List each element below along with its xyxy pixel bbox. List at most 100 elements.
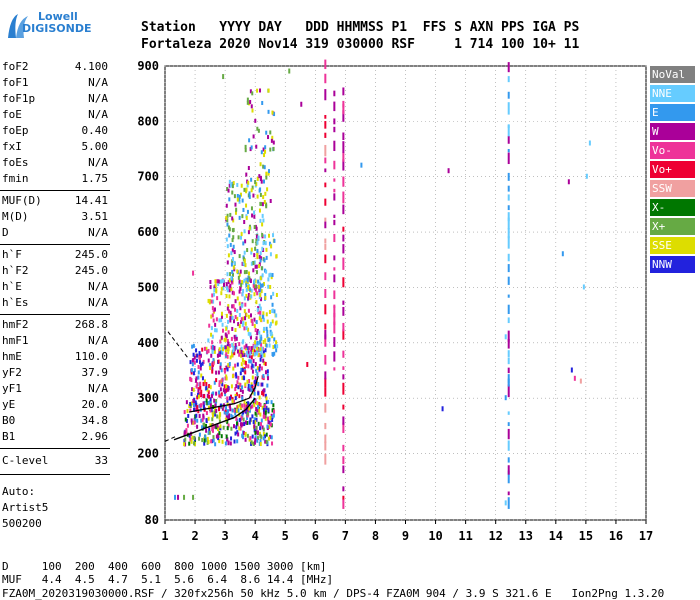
echo-point [191,387,194,392]
echo-point [249,417,252,422]
echo-point [255,238,258,243]
echo-point [504,334,507,340]
echo-point [217,282,220,287]
echo-point [268,337,271,342]
echo-point [212,299,215,304]
echo-point [245,346,248,351]
echo-point [200,389,203,394]
param-label: B1 [2,430,16,443]
y-tick-label: 600 [137,225,159,239]
echo-point [231,353,234,358]
echo-point [259,438,262,443]
echo-streak [333,321,336,334]
echo-point [235,336,238,341]
param-value: N/A [88,280,108,293]
echo-point [259,347,262,352]
echo-point [259,422,262,427]
echo-point [232,244,235,249]
echo-streak [342,416,345,425]
echo-point [201,438,204,443]
echo-point [235,392,238,397]
echo-point [231,190,234,195]
echo-point [262,164,265,169]
echo-point [220,344,223,349]
echo-streak [342,499,345,509]
echo-point [244,263,247,268]
echo-point [237,408,240,413]
echo-point [216,296,219,301]
echo-point [262,241,265,246]
echo-streak [324,323,327,330]
echo-point [225,237,228,242]
echo-point [260,336,263,341]
echo-point [241,261,244,266]
echo-point [248,276,251,281]
echo-streak [342,300,345,305]
echo-streak [342,306,345,316]
echo-point [244,321,247,326]
echo-point [256,346,259,351]
echo-point [272,413,275,418]
echo-point [256,255,259,260]
echo-point [199,381,202,386]
echo-point [199,385,202,390]
echo-point [209,363,212,368]
echo-point [263,388,266,393]
echo-point [188,441,191,446]
echo-point [240,346,243,351]
echo-point [240,367,243,372]
echo-point [243,345,246,350]
echo-point [227,304,230,309]
echo-point [267,436,270,441]
echo-point [201,347,204,352]
echo-point [441,406,444,412]
echo-point [249,89,252,94]
echo-point [256,401,259,406]
echo-point [259,317,262,322]
logo-mark-icon [8,14,28,38]
echo-point [209,423,212,428]
echo-point [258,367,261,372]
echo-point [238,215,241,220]
echo-point [256,431,259,436]
echo-point [207,439,210,444]
echo-streak [342,226,345,232]
echo-point [195,358,198,363]
echo-point [271,319,274,324]
echo-point [212,318,215,323]
echo-point [235,345,238,350]
echo-point [250,382,253,387]
echo-point [244,420,247,425]
echo-point [219,362,222,367]
echo-point [232,399,235,404]
echo-point [188,433,191,438]
echo-point [227,225,230,230]
x-tick-label: 3 [222,529,229,543]
echo-point [256,340,259,345]
echo-point [238,352,241,357]
echo-point [238,194,241,199]
echo-point [260,150,263,155]
echo-point [208,427,211,432]
echo-point [259,192,262,197]
echo-point [238,301,241,306]
echo-point [243,250,246,255]
echo-streak [507,102,510,115]
echo-point [197,388,200,393]
echo-point [218,415,221,420]
echo-point [259,310,262,315]
echo-point [255,144,258,149]
echo-point [269,321,272,326]
echo-streak [333,101,336,112]
echo-point [199,366,202,371]
echo-point [233,260,236,265]
echo-point [245,172,248,177]
echo-point [253,403,256,408]
echo-point [250,294,253,299]
echo-point [264,403,267,408]
echo-point [237,235,240,240]
echo-point [253,214,256,219]
echo-point [260,342,263,347]
echo-point [248,420,251,425]
